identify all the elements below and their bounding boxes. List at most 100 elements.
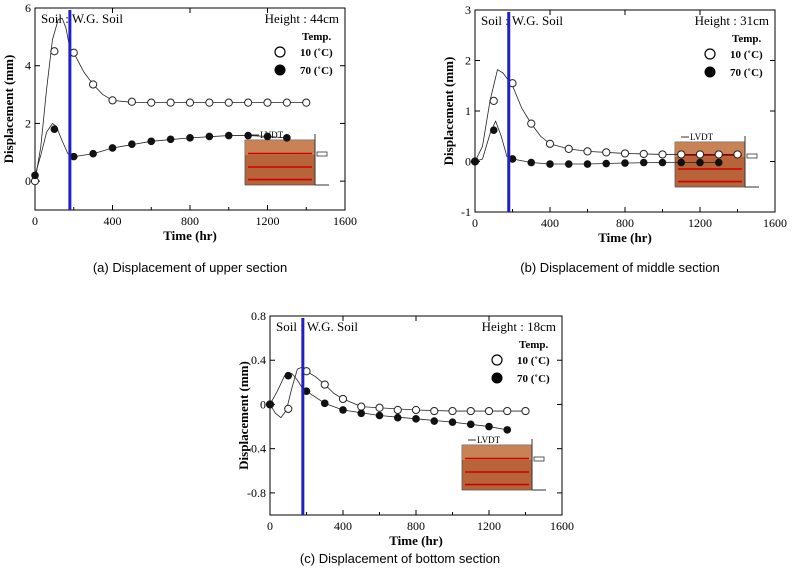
- lvdt-sensor: [746, 153, 758, 159]
- height-label: Height : 31cm: [695, 13, 769, 28]
- y-axis-label: Displacement (mm): [236, 361, 251, 470]
- legend-entry: 10 (˚C): [300, 47, 333, 59]
- data-point-filled: [244, 131, 252, 140]
- legend-entry: 70 (˚C): [730, 67, 763, 79]
- soil-layer: [675, 142, 745, 157]
- legend-marker-open: [491, 354, 503, 366]
- data-point-open: [564, 144, 573, 153]
- x-tick-label: 800: [616, 216, 634, 230]
- data-point-open: [620, 149, 630, 158]
- x-tick-label: 0: [267, 519, 273, 533]
- data-point-filled: [489, 126, 498, 134]
- data-point-open: [411, 405, 421, 415]
- chart-c: 0 400 800 1200 1600 -0.8 -0.4 0 0.4 0.8 Time (hr) D…: [236, 309, 574, 566]
- x-tick-label: 0: [472, 216, 478, 230]
- data-point-filled: [205, 132, 214, 141]
- soil-label: Soil : W.G. Soil: [41, 11, 123, 26]
- y-tick-label: 4: [25, 59, 31, 73]
- data-point-open: [224, 98, 233, 107]
- data-point-open: [108, 96, 117, 105]
- data-point-open: [320, 380, 329, 389]
- chart-caption: (c) Displacement of bottom section: [300, 551, 500, 566]
- data-point-open: [244, 98, 253, 107]
- data-point-open: [282, 98, 291, 107]
- lvdt-sensor: [533, 456, 545, 462]
- data-point-open: [602, 148, 611, 157]
- data-point-filled: [639, 158, 648, 167]
- data-point-open: [583, 147, 592, 156]
- soil-box-inset: LVDT: [674, 132, 759, 188]
- data-point-filled: [503, 426, 512, 434]
- data-point-filled: [658, 158, 667, 167]
- data-point-filled: [714, 158, 723, 167]
- y-tick-label: 6: [25, 1, 31, 15]
- x-tick-label: 1200: [256, 214, 280, 228]
- data-point-filled: [393, 413, 402, 422]
- data-point-filled: [31, 171, 39, 180]
- data-point-open: [263, 98, 272, 107]
- data-point-filled: [696, 158, 704, 167]
- data-point-open: [393, 405, 402, 415]
- chart-a: 0 400 800 1200 1600 0 2 4 6 Time (hr) Displacement…: [1, 1, 357, 275]
- data-point-filled: [166, 135, 175, 144]
- data-point-filled: [128, 140, 136, 149]
- y-tick-label: 0: [260, 397, 266, 411]
- data-point-filled: [448, 418, 457, 426]
- x-axis-label: Time (hr): [389, 533, 443, 548]
- data-point-filled: [50, 125, 59, 133]
- y-tick-label: 0.4: [251, 353, 266, 367]
- x-tick-label: 1600: [550, 519, 574, 533]
- x-tick-label: 1600: [763, 216, 787, 230]
- data-point-open: [714, 150, 723, 159]
- data-point-filled: [546, 160, 554, 168]
- y-axis-label: Displacement (mm): [441, 57, 456, 166]
- data-point-filled: [320, 399, 329, 408]
- data-point-open: [147, 98, 156, 107]
- data-point-filled: [339, 406, 347, 414]
- chart-caption: (a) Displacement of upper section: [93, 260, 287, 275]
- soil-layer: [462, 445, 532, 460]
- data-point-open: [284, 404, 293, 413]
- data-point-filled: [430, 417, 439, 425]
- legend-marker-open: [704, 48, 716, 60]
- data-point-filled: [508, 155, 517, 163]
- data-point-open: [205, 98, 214, 107]
- data-point-open: [302, 98, 311, 107]
- lvdt-label: LVDT: [260, 130, 284, 140]
- soil-box-inset: LVDT: [461, 435, 546, 491]
- series-line-1: [34, 123, 287, 176]
- data-point-open: [545, 139, 555, 148]
- chart-caption: (b) Displacement of middle section: [520, 260, 719, 275]
- x-tick-label: 1600: [333, 214, 357, 228]
- data-point-filled: [375, 411, 384, 420]
- data-point-filled: [266, 400, 274, 409]
- data-point-filled: [471, 157, 479, 166]
- legend-entry: 10 (˚C): [730, 49, 763, 61]
- legend-entry: 70 (˚C): [517, 373, 550, 385]
- x-tick-label: 400: [104, 214, 122, 228]
- x-tick-label: 1200: [477, 519, 501, 533]
- data-point-open: [489, 96, 498, 106]
- legend-marker-filled: [491, 372, 503, 384]
- legend-title: Temp.: [732, 33, 761, 45]
- x-tick-label: 400: [334, 519, 352, 533]
- data-point-filled: [602, 159, 611, 168]
- data-point-open: [50, 47, 59, 56]
- x-tick-label: 400: [541, 216, 559, 230]
- data-point-filled: [583, 160, 592, 168]
- y-tick-label: 2: [25, 116, 31, 130]
- data-point-filled: [284, 371, 293, 380]
- legend-title: Temp.: [302, 31, 331, 43]
- height-label: Height : 18cm: [482, 319, 556, 334]
- data-point-open: [733, 150, 742, 159]
- data-point-open: [677, 150, 686, 159]
- x-tick-label: 1200: [688, 216, 712, 230]
- data-point-open: [695, 150, 705, 159]
- data-point-open: [375, 403, 384, 412]
- y-axis-label: Displacement (mm): [1, 55, 16, 164]
- data-point-open: [338, 394, 348, 404]
- data-point-filled: [564, 160, 573, 168]
- data-point-filled: [302, 387, 311, 395]
- data-point-open: [185, 98, 195, 107]
